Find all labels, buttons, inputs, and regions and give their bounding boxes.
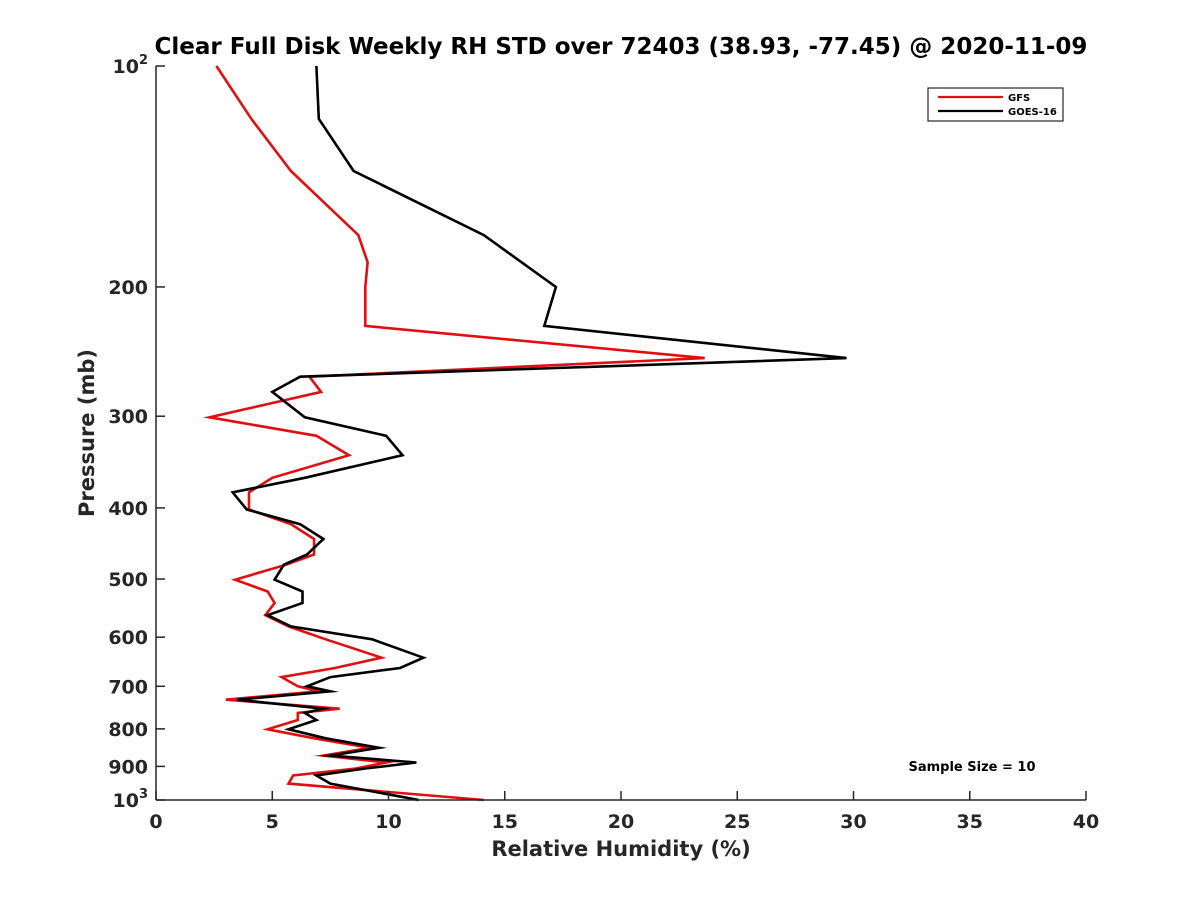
chart-title: Clear Full Disk Weekly RH STD over 72403…	[155, 34, 1088, 60]
x-axis-label: Relative Humidity (%)	[491, 837, 750, 861]
y-tick-label: 900	[108, 756, 148, 778]
x-tick-label: 35	[957, 811, 983, 833]
legend-box	[927, 87, 1064, 122]
legend-label-gfs: GFS	[1008, 93, 1030, 104]
y-tick-label: 300	[108, 406, 148, 428]
series-line-gfs	[202, 65, 705, 802]
y-tick-label: 400	[108, 498, 148, 520]
y-tick-label: 700	[108, 676, 148, 698]
x-tick-label: 15	[492, 811, 518, 833]
series-layer	[202, 65, 847, 802]
legend-label-goes16: GOES-16	[1008, 107, 1057, 118]
sample-size-annotation: Sample Size = 10	[908, 760, 1035, 775]
x-tick-label: 10	[375, 811, 401, 833]
y-tick-label: 500	[108, 569, 148, 591]
y-tick-label: 102	[113, 53, 149, 78]
x-tick-label: 25	[724, 811, 750, 833]
y-axis-ticks: 102 200 300 400 500 600 700 800 900 103	[108, 53, 165, 812]
y-tick-label: 103	[113, 787, 149, 812]
x-tick-label: 30	[840, 811, 866, 833]
y-tick-label: 200	[108, 277, 148, 299]
x-tick-label: 0	[149, 811, 162, 833]
x-tick-label: 5	[266, 811, 279, 833]
x-axis-ticks: 0 5 10 15 20 25 30 35 40	[149, 791, 1099, 833]
x-tick-label: 20	[608, 811, 634, 833]
y-tick-label: 800	[108, 719, 148, 741]
series-line-goes16	[230, 65, 847, 802]
y-axis-label: Pressure (mb)	[75, 349, 99, 517]
legend: GFS GOES-16	[927, 87, 1064, 122]
y-tick-label: 600	[108, 627, 148, 649]
x-tick-label: 40	[1073, 811, 1099, 833]
